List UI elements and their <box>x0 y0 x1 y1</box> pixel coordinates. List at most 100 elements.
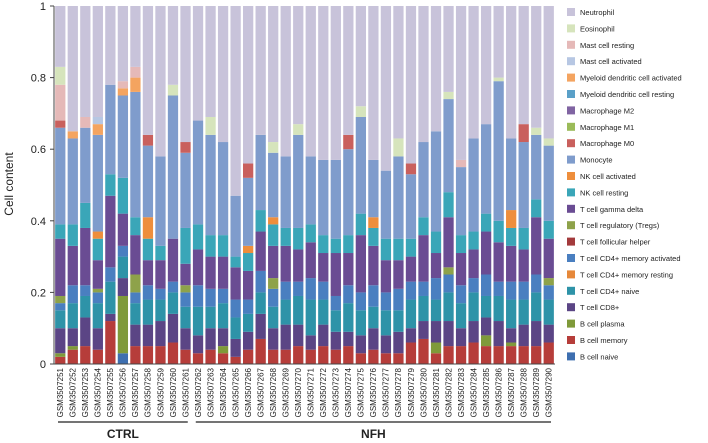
bar-segment-nk-cell-resting <box>67 224 78 246</box>
bar-segment-t-cell-cd4-memory-activated <box>230 299 241 318</box>
bar-segment-t-cell-cd4-naive <box>105 281 116 314</box>
y-tick-label: 0.4 <box>31 216 46 228</box>
bar-segment-neutrophil <box>243 6 254 164</box>
bar-segment-t-cell-gamma-delta <box>480 231 492 275</box>
bar-segment-t-cell-cd4-memory-activated <box>430 278 442 300</box>
bar-segment-t-cell-cd8 <box>380 335 392 354</box>
bar-segment-t-cell-cd4-memory-activated <box>92 292 103 304</box>
bar-segment-t-cell-cd8 <box>506 328 517 343</box>
bar-segment-eosinophil <box>393 138 404 157</box>
bar-segment-b-cell-plasma <box>67 346 78 350</box>
bar-segment-t-cell-cd4-memory-activated <box>142 285 154 300</box>
bar-segment-macrophage-m0 <box>518 124 529 143</box>
bar-segment-monocyte <box>405 174 417 239</box>
bar-segment-t-cell-cd4-naive <box>355 310 366 336</box>
bar-segment-nk-cell-resting <box>230 256 241 268</box>
bar-segment-monocyte <box>230 195 241 257</box>
bar-segment-t-cell-gamma-delta <box>393 260 404 289</box>
bar-segment-t-cell-cd4-naive <box>280 299 291 325</box>
legend-label: Macrophage M1 <box>580 123 634 132</box>
bar-segment-monocyte <box>268 152 279 218</box>
bar-segment-monocyte <box>155 156 166 246</box>
legend-swatch <box>567 8 575 16</box>
bar-segment-neutrophil <box>318 6 329 160</box>
bar-segment-macrophage-m0 <box>343 134 354 150</box>
bar-segment-t-cell-gamma-delta <box>368 245 379 286</box>
bar-segment-t-cell-cd4-naive <box>67 303 78 329</box>
bar-segment-neutrophil <box>230 6 241 196</box>
bar-segment-t-cell-cd8 <box>543 324 554 343</box>
bar-segment-t-cell-cd4-naive <box>205 306 216 329</box>
bar-segment-nk-cell-resting <box>268 224 279 246</box>
legend-label: Mast cell resting <box>580 41 634 50</box>
bar-segment-t-cell-cd8 <box>205 328 216 350</box>
bar-segment-neutrophil <box>368 6 379 160</box>
bar-segment-b-cell-memory <box>217 353 229 364</box>
bar-segment-myeloid-dendritic-cell-activated <box>117 88 129 96</box>
bar-segment-myeloid-dendritic-cell-activated <box>130 77 141 92</box>
bar-segment-t-cell-cd4-naive <box>305 299 316 336</box>
bar-segment-t-cell-gamma-delta <box>155 260 166 289</box>
bar-segment-t-cell-cd4-naive <box>255 292 266 314</box>
x-tick-label: GSM3507263 <box>206 367 215 417</box>
bar-segment-neutrophil <box>355 6 366 107</box>
bar-segment-macrophage-m0 <box>405 163 417 175</box>
x-tick-label: GSM3507272 <box>319 367 328 417</box>
bar-segment-nk-cell-resting <box>480 213 492 232</box>
x-tick-label: GSM3507270 <box>294 367 303 417</box>
bar-segment-t-cell-regulatory-tregs <box>543 278 554 286</box>
x-tick-label: GSM3507252 <box>69 367 78 417</box>
bar-segment-nk-cell-resting <box>430 231 442 254</box>
bar-segment-neutrophil <box>506 6 517 139</box>
bar-segment-monocyte <box>355 116 366 214</box>
bar-segment-t-cell-cd4-naive <box>455 303 467 329</box>
x-tick-label: GSM3507274 <box>344 367 353 417</box>
bar-segment-t-cell-gamma-delta <box>493 242 504 282</box>
bar-segment-b-cell-memory <box>167 342 179 364</box>
bar-segment-t-cell-cd8 <box>268 328 279 350</box>
y-tick-label: 0 <box>40 359 46 371</box>
bar-segment-neutrophil <box>167 6 179 85</box>
bar-segment-t-cell-cd8 <box>130 324 141 347</box>
bar-segment-t-cell-cd8 <box>531 321 542 347</box>
bar-segment-nk-cell-resting <box>468 231 479 250</box>
bar-segment-b-cell-memory <box>255 338 266 364</box>
bar-segment-t-cell-cd4-naive <box>130 303 141 325</box>
bar-segment-neutrophil <box>430 6 442 132</box>
bar-segment-b-cell-memory <box>368 349 379 364</box>
bar-segment-t-cell-cd4-naive <box>167 292 179 314</box>
legend-swatch <box>567 90 575 98</box>
bar-segment-t-cell-cd4-memory-activated <box>217 288 229 304</box>
bar-segment-t-cell-cd8 <box>80 317 91 347</box>
bar-segment-nk-cell-resting <box>543 220 554 239</box>
bar-segment-t-cell-cd8 <box>355 335 366 354</box>
bar-segment-b-cell-memory <box>518 346 529 364</box>
legend-label: Macrophage M0 <box>580 139 634 148</box>
bar-segment-b-cell-memory <box>393 353 404 364</box>
x-tick-label: GSM3507285 <box>482 367 491 417</box>
bar-segment-t-cell-cd4-naive <box>531 292 542 322</box>
bar-segment-eosinophil <box>443 91 454 100</box>
bar-segment-neutrophil <box>280 6 291 157</box>
bar-segment-monocyte <box>80 127 91 203</box>
bar-segment-neutrophil <box>155 6 166 157</box>
bar-segment-monocyte <box>180 152 191 228</box>
bar-segment-t-cell-cd4-naive <box>393 310 404 332</box>
bar-segment-t-cell-cd8 <box>393 331 404 354</box>
x-tick-label: GSM3507259 <box>156 367 165 417</box>
bar-segment-nk-cell-activated <box>142 217 154 239</box>
bar-segment-t-cell-cd4-memory-activated <box>480 274 492 296</box>
bar-segment-eosinophil <box>167 84 179 96</box>
bar-segment-nk-cell-resting <box>55 224 66 239</box>
bar-segment-t-cell-cd4-naive <box>480 295 492 318</box>
bar-segment-neutrophil <box>405 6 417 164</box>
bar-segment-t-cell-cd4-naive <box>405 299 417 329</box>
bar-segment-t-cell-cd4-memory-activated <box>167 281 179 293</box>
legend-label: B cell naive <box>580 352 618 361</box>
x-tick-label: GSM3507260 <box>169 367 178 417</box>
bar-segment-neutrophil <box>268 6 279 143</box>
bar-segment-neutrophil <box>493 6 504 78</box>
bar-segment-t-cell-gamma-delta <box>305 242 316 279</box>
bar-segment-t-cell-gamma-delta <box>418 235 429 282</box>
bar-segment-nk-cell-resting <box>243 253 254 271</box>
